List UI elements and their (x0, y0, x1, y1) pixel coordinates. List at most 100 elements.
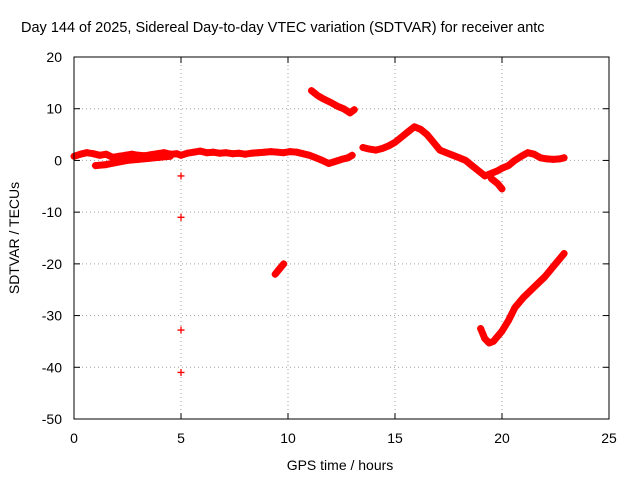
data-point (203, 149, 211, 157)
series-trace (477, 250, 568, 347)
data-point (530, 150, 538, 158)
data-point (177, 151, 185, 159)
data-point (312, 154, 320, 162)
data-point (145, 154, 153, 162)
data-point (183, 149, 191, 157)
data-point (378, 145, 386, 153)
series-short-segment (271, 260, 288, 278)
data-point (190, 148, 198, 156)
x-axis-label: GPS time / hours (287, 457, 394, 473)
data-point (344, 154, 352, 162)
data-point (314, 92, 322, 100)
y-tick-label: -20 (42, 256, 62, 272)
data-point (549, 155, 557, 163)
data-point (177, 368, 185, 376)
data-point (166, 152, 174, 160)
data-point (134, 155, 142, 163)
data-point (271, 270, 279, 278)
data-point (325, 160, 333, 168)
data-point (196, 147, 204, 155)
data-point (397, 133, 405, 141)
data-point (177, 213, 185, 221)
data-point (541, 273, 549, 281)
data-point (449, 151, 457, 159)
data-point (498, 164, 506, 172)
data-point (346, 109, 354, 117)
data-point (102, 161, 110, 169)
data-point (228, 150, 236, 158)
data-point (468, 162, 476, 170)
x-tick-label: 20 (494, 430, 510, 446)
data-point (359, 144, 367, 151)
series-dip-tail (487, 175, 506, 193)
data-point (113, 158, 121, 166)
data-point (404, 128, 412, 136)
series-high-arc (308, 87, 358, 117)
y-axis-label: SDTVAR / TECUs (6, 182, 22, 294)
data-point (177, 326, 185, 334)
data-point (209, 148, 217, 156)
series-recovery-arc (477, 250, 568, 347)
data-point (280, 149, 288, 157)
data-point (275, 265, 283, 273)
data-point (173, 150, 181, 158)
data-point (494, 167, 502, 175)
data-point (462, 156, 470, 164)
data-point (235, 149, 243, 157)
data-point (504, 317, 512, 325)
chart-title: Day 144 of 2025, Sidereal Day-to-day VTE… (21, 20, 545, 36)
data-point (216, 149, 224, 157)
series-isolated-points (177, 172, 185, 376)
data-point (489, 337, 497, 345)
y-tick-label: -40 (42, 359, 62, 375)
label-layer: 0 5 10 15 20 25 -50 -40 -30 -20 -10 0 10 20 (42, 49, 617, 446)
y-tick-label: 0 (54, 152, 62, 168)
data-point (318, 156, 326, 164)
data-point (280, 260, 288, 268)
data-point (417, 125, 425, 133)
x-tick-label: 10 (280, 430, 296, 446)
series-main-trace (70, 147, 356, 168)
x-tick-label: 5 (177, 430, 185, 446)
data-point (436, 146, 444, 154)
grid-layer (74, 57, 609, 419)
data-point (474, 167, 482, 175)
data-point (156, 153, 164, 161)
data-point (299, 150, 307, 158)
data-point (177, 172, 185, 180)
data-point (109, 153, 117, 161)
data-point (487, 175, 495, 183)
data-point (410, 123, 418, 131)
x-tick-label: 0 (70, 430, 78, 446)
data-point (327, 99, 335, 107)
data-point (517, 152, 525, 160)
data-point (552, 260, 559, 268)
data-point (498, 327, 506, 335)
data-point (560, 250, 568, 258)
data-point (340, 105, 348, 113)
data-point (430, 138, 438, 146)
series-late-trace (359, 123, 568, 180)
data-point (348, 151, 356, 159)
data-point (455, 154, 463, 162)
data-point (481, 172, 489, 180)
data-point (498, 185, 506, 193)
data-point (96, 151, 104, 159)
x-tick-label: 15 (387, 430, 403, 446)
data-point (511, 304, 519, 312)
y-tick-label: -30 (42, 308, 62, 324)
y-tick-label: 20 (46, 49, 62, 65)
data-point (286, 148, 294, 156)
data-point (267, 148, 275, 156)
data-point (76, 150, 84, 158)
data-point (83, 149, 91, 157)
data-point (494, 180, 502, 188)
data-point (350, 106, 358, 114)
data-point (423, 131, 431, 139)
data-point (442, 149, 450, 157)
data-point (485, 339, 493, 347)
data-point (102, 150, 110, 158)
data-point (124, 156, 131, 164)
y-tick-label: -10 (42, 204, 62, 220)
data-point (91, 162, 99, 170)
